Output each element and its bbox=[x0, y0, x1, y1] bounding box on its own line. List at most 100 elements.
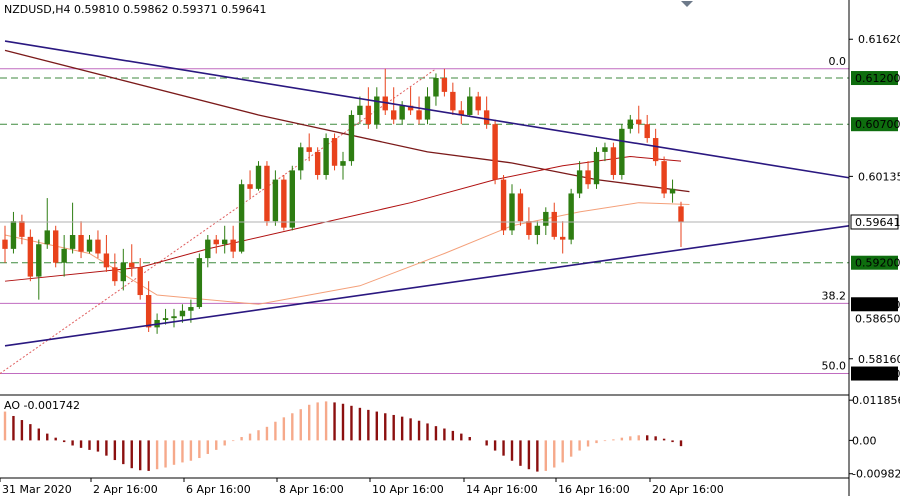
price-tag-label: 0.59200 bbox=[855, 257, 900, 270]
candle-body bbox=[86, 239, 93, 252]
horizontal-levels bbox=[0, 77, 849, 264]
price-tag-bg bbox=[851, 255, 898, 270]
price-tick-label: 0.58160 bbox=[858, 353, 900, 366]
candle-body bbox=[636, 119, 642, 125]
candle-body bbox=[230, 239, 236, 252]
bid-tag-label: 0.59641 bbox=[855, 216, 900, 229]
candle-body bbox=[281, 179, 287, 228]
fib-label: 50.0 bbox=[822, 360, 847, 373]
candle-body bbox=[264, 165, 270, 222]
price-tick-partial: 0.58650 bbox=[855, 313, 900, 326]
candle-body bbox=[560, 236, 566, 240]
candle-body bbox=[36, 244, 42, 277]
candle-body bbox=[171, 316, 177, 319]
time-tick-label: 31 Mar 2020 bbox=[2, 483, 72, 496]
candle-body bbox=[112, 267, 118, 282]
candle-body bbox=[433, 78, 439, 97]
time-tick-label: 2 Apr 16:00 bbox=[93, 483, 158, 496]
candle-body bbox=[205, 239, 211, 259]
candle-body bbox=[475, 96, 481, 111]
price-tag-bg bbox=[851, 117, 898, 132]
candle-body bbox=[145, 295, 152, 328]
candle-body bbox=[196, 258, 203, 308]
ao-pane: AO -0.001742 0.011856 0.00 -0.009828 bbox=[3, 394, 900, 481]
candle-body bbox=[331, 138, 338, 166]
ao-tick-label: -0.009828 bbox=[852, 468, 900, 481]
time-tick-label: 20 Apr 16:00 bbox=[652, 483, 724, 496]
candle-body bbox=[61, 248, 67, 263]
candle-body bbox=[179, 310, 186, 317]
ao-tick-label: 0.011856 bbox=[852, 394, 900, 407]
candle-body bbox=[19, 221, 25, 237]
time-tick-label: 8 Apr 16:00 bbox=[279, 483, 344, 496]
candle-body bbox=[619, 128, 625, 175]
candle-body bbox=[255, 165, 262, 189]
candle-body bbox=[543, 211, 549, 226]
candle-body bbox=[137, 267, 143, 296]
candle-body bbox=[2, 239, 8, 249]
candle-body bbox=[585, 170, 591, 185]
bid-tag-bg bbox=[850, 214, 899, 230]
candle-body bbox=[162, 318, 169, 320]
candle-body bbox=[365, 105, 372, 125]
price-tag-label: 0.60700 bbox=[855, 118, 900, 131]
price-tag-bg bbox=[851, 297, 898, 312]
ao-axis: 0.011856 0.00 -0.009828 bbox=[849, 394, 900, 481]
time-tick-label: 10 Apr 16:00 bbox=[372, 483, 444, 496]
fibonacci-trendline bbox=[0, 68, 437, 374]
candle-body bbox=[27, 236, 34, 277]
price-tick-label: 0.60135 bbox=[858, 170, 900, 183]
candle-body bbox=[534, 225, 541, 236]
candle-body bbox=[103, 253, 110, 268]
price-tag-bg bbox=[851, 366, 898, 381]
candle-body bbox=[678, 206, 684, 223]
price-tag-label: 0.58750 bbox=[855, 298, 900, 311]
ao-histogram bbox=[3, 401, 683, 472]
candle-body bbox=[509, 193, 515, 231]
candle-body bbox=[129, 262, 135, 268]
candle-body bbox=[188, 307, 194, 311]
candle-body bbox=[652, 138, 659, 162]
candle-body bbox=[391, 110, 397, 120]
candle-body bbox=[323, 138, 329, 175]
time-tick-label: 16 Apr 16:00 bbox=[558, 483, 630, 496]
candle-body bbox=[78, 235, 84, 252]
price-tag-label: 0.61200 bbox=[855, 72, 900, 85]
candle-body bbox=[10, 221, 17, 249]
trendline-upper[interactable] bbox=[4, 40, 850, 179]
candle-body bbox=[458, 110, 464, 115]
candle-body bbox=[306, 147, 312, 152]
price-tick-label: 0.61620 bbox=[858, 33, 900, 46]
candle-body bbox=[416, 110, 422, 120]
candle-body bbox=[53, 230, 59, 263]
candle-body bbox=[120, 262, 126, 282]
candle-body bbox=[272, 179, 279, 222]
shift-marker-icon[interactable] bbox=[681, 1, 693, 7]
candle-body bbox=[69, 235, 76, 249]
ao-label: AO -0.001742 bbox=[4, 399, 80, 412]
candle-body bbox=[213, 239, 219, 245]
candle-body bbox=[467, 96, 473, 115]
candle-body bbox=[593, 151, 600, 185]
candle-body bbox=[610, 147, 617, 175]
candle-body bbox=[492, 124, 498, 180]
time-axis: 31 Mar 2020 2 Apr 16:00 6 Apr 16:00 8 Apr 1… bbox=[0, 478, 724, 496]
candle-body bbox=[450, 91, 456, 111]
candle-body bbox=[289, 170, 295, 228]
candle-body bbox=[374, 96, 380, 125]
price-tag-bg bbox=[851, 71, 898, 86]
trendline-lower[interactable] bbox=[4, 224, 850, 347]
candle-body bbox=[222, 239, 228, 245]
candle-body bbox=[483, 110, 490, 125]
candle-body bbox=[298, 147, 304, 171]
candle-body bbox=[44, 230, 50, 245]
time-tick-label: 6 Apr 16:00 bbox=[186, 483, 251, 496]
candle-body bbox=[661, 161, 667, 194]
time-tick-label: 14 Apr 16:00 bbox=[466, 483, 538, 496]
candle-body bbox=[669, 188, 676, 194]
moving-average-slow bbox=[4, 49, 690, 193]
symbol-header: NZDUSD,H4 0.59810 0.59862 0.59371 0.5964… bbox=[4, 3, 266, 16]
candle-body bbox=[551, 211, 557, 237]
candle-body bbox=[314, 151, 321, 175]
